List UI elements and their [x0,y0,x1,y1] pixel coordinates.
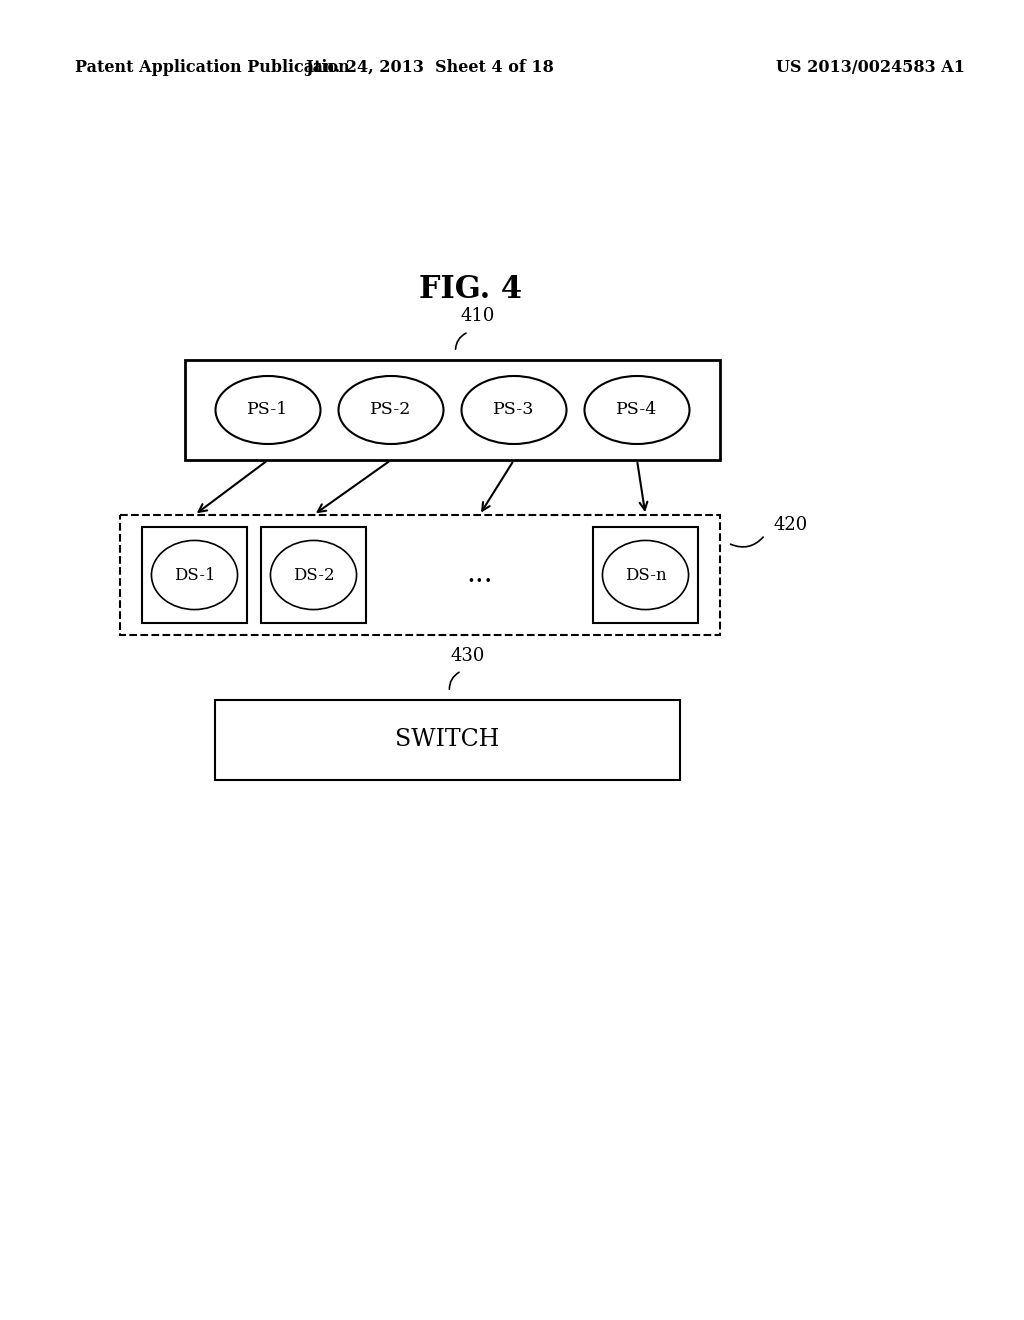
Text: 430: 430 [451,647,484,665]
Bar [593,527,698,623]
Bar [215,700,680,780]
Ellipse shape [152,540,238,610]
Ellipse shape [602,540,688,610]
Text: FIG. 4: FIG. 4 [420,275,522,305]
Text: PS-3: PS-3 [494,401,535,418]
Text: US 2013/0024583 A1: US 2013/0024583 A1 [775,59,965,77]
Ellipse shape [462,376,566,444]
Bar [120,515,720,635]
Bar [261,527,366,623]
Text: Jan. 24, 2013  Sheet 4 of 18: Jan. 24, 2013 Sheet 4 of 18 [305,59,554,77]
Text: DS-2: DS-2 [293,566,334,583]
Text: DS-n: DS-n [625,566,667,583]
Bar [142,527,247,623]
Ellipse shape [270,540,356,610]
Ellipse shape [585,376,689,444]
Text: 410: 410 [461,308,495,325]
Text: SWITCH: SWITCH [395,729,500,751]
Text: 420: 420 [773,516,807,535]
Text: PS-1: PS-1 [248,401,289,418]
Text: PS-2: PS-2 [371,401,412,418]
Ellipse shape [215,376,321,444]
Text: Patent Application Publication: Patent Application Publication [75,59,350,77]
Ellipse shape [339,376,443,444]
Text: DS-1: DS-1 [174,566,215,583]
Bar [185,360,720,459]
Text: ...: ... [466,561,493,589]
Text: PS-4: PS-4 [616,401,657,418]
